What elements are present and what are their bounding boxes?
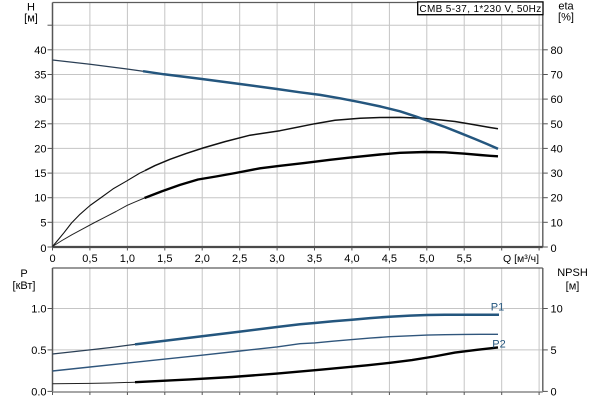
svg-text:20: 20 [34,143,46,155]
svg-text:2,5: 2,5 [232,253,247,265]
svg-text:20: 20 [551,193,563,205]
svg-text:[м]: [м] [566,281,580,293]
svg-text:NPSH: NPSH [557,267,588,279]
svg-text:P1: P1 [491,301,504,313]
svg-text:40: 40 [551,143,563,155]
svg-text:CMB 5-37, 1*230 V, 50Hz: CMB 5-37, 1*230 V, 50Hz [419,4,541,15]
svg-text:10: 10 [34,193,46,205]
svg-text:30: 30 [551,168,563,180]
svg-text:eta: eta [558,1,574,13]
svg-text:5,0: 5,0 [419,253,434,265]
svg-text:[%]: [%] [558,12,574,24]
svg-text:0.0: 0.0 [31,386,46,398]
svg-text:30: 30 [34,94,46,106]
svg-text:0: 0 [49,253,55,265]
svg-text:5: 5 [551,345,557,357]
svg-text:1,5: 1,5 [157,253,172,265]
svg-text:0: 0 [551,386,557,398]
svg-text:60: 60 [551,94,563,106]
svg-text:4,5: 4,5 [382,253,397,265]
svg-text:5,5: 5,5 [457,253,472,265]
svg-text:35: 35 [34,69,46,81]
svg-text:3,5: 3,5 [307,253,322,265]
svg-text:4,0: 4,0 [344,253,359,265]
svg-text:10: 10 [551,304,563,316]
svg-text:0,5: 0,5 [82,253,97,265]
svg-text:H: H [27,2,35,14]
svg-text:P: P [20,268,27,280]
svg-text:1.0: 1.0 [31,304,46,316]
svg-text:0: 0 [551,243,557,255]
svg-text:5: 5 [40,217,46,229]
svg-text:0.5: 0.5 [31,345,46,357]
svg-text:80: 80 [551,45,563,57]
svg-text:[кВт]: [кВт] [13,280,36,292]
svg-text:P2: P2 [492,338,505,350]
svg-text:0: 0 [40,243,46,255]
svg-text:3,0: 3,0 [269,253,284,265]
svg-text:25: 25 [34,119,46,131]
svg-text:15: 15 [34,168,46,180]
svg-text:2,0: 2,0 [195,253,210,265]
svg-text:[м]: [м] [24,13,38,25]
svg-text:40: 40 [34,45,46,57]
svg-text:70: 70 [551,69,563,81]
svg-text:50: 50 [551,119,563,131]
svg-text:10: 10 [551,217,563,229]
svg-text:Q [м³/ч]: Q [м³/ч] [503,253,539,265]
svg-text:1,0: 1,0 [120,253,135,265]
